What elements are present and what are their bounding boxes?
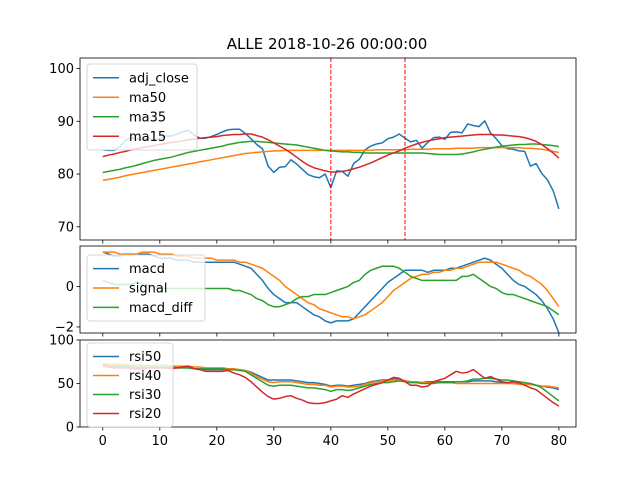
- y-tick-label: 0: [66, 421, 74, 436]
- panel-price: 70 80 90 100 adj_close ma50 ma35 ma15: [49, 57, 577, 244]
- legend-label-rsi20: rsi20: [129, 407, 161, 422]
- panels: 708090100adj_closema50ma35ma15−20macdsig…: [49, 57, 577, 449]
- x-tick-label: 40: [323, 434, 340, 449]
- legend-label-rsi50: rsi50: [129, 350, 161, 365]
- series-line-rsi40: [102, 362, 560, 389]
- y-tick-label: 100: [49, 334, 74, 349]
- y-tick-label: 50: [57, 377, 74, 392]
- y-tick-label: 90: [57, 115, 74, 130]
- x-tick-label: 80: [551, 434, 568, 449]
- legend-label-ma35: ma35: [129, 110, 166, 125]
- x-tick-label: 10: [152, 434, 169, 449]
- x-tick-label: 50: [380, 434, 397, 449]
- legend-frame: [86, 63, 198, 151]
- legend-frame: [86, 342, 174, 428]
- legend-label-rsi30: rsi30: [129, 388, 161, 403]
- legend: adj_close ma50 ma35 ma15: [86, 63, 198, 151]
- x-tick-label: 0: [99, 434, 107, 449]
- legend-label-macd: macd: [129, 262, 165, 277]
- y-tick-label: −2: [55, 320, 74, 335]
- y-tick-label: 70: [57, 220, 74, 235]
- axes-frame: [79, 245, 577, 334]
- x-tick-label: 60: [437, 434, 454, 449]
- panel-macd: −2 0 macd signal macd_diff: [55, 245, 577, 337]
- x-tick-label: 30: [266, 434, 283, 449]
- legend-label-ma50: ma50: [129, 91, 166, 106]
- legend: rsi50 rsi40 rsi30 rsi20: [86, 342, 174, 428]
- legend-label-rsi40: rsi40: [129, 369, 161, 384]
- series-group: [102, 362, 560, 407]
- legend-label-macd_diff: macd_diff: [129, 301, 193, 316]
- y-tick-label: 0: [66, 280, 74, 295]
- legend-frame: [86, 254, 206, 322]
- x-tick-label: 20: [209, 434, 226, 449]
- chart-title: ALLE 2018-10-26 00:00:00: [227, 35, 428, 53]
- y-tick-label: 100: [49, 62, 74, 77]
- x-tick-label: 70: [494, 434, 511, 449]
- legend-label-signal: signal: [129, 282, 167, 297]
- series-line-rsi20: [102, 365, 560, 407]
- legend-label-adj_close: adj_close: [129, 71, 189, 86]
- axes-frame: [79, 57, 577, 241]
- legend-label-ma15: ma15: [129, 130, 166, 145]
- legend: macd signal macd_diff: [86, 254, 206, 322]
- y-tick-label: 80: [57, 168, 74, 183]
